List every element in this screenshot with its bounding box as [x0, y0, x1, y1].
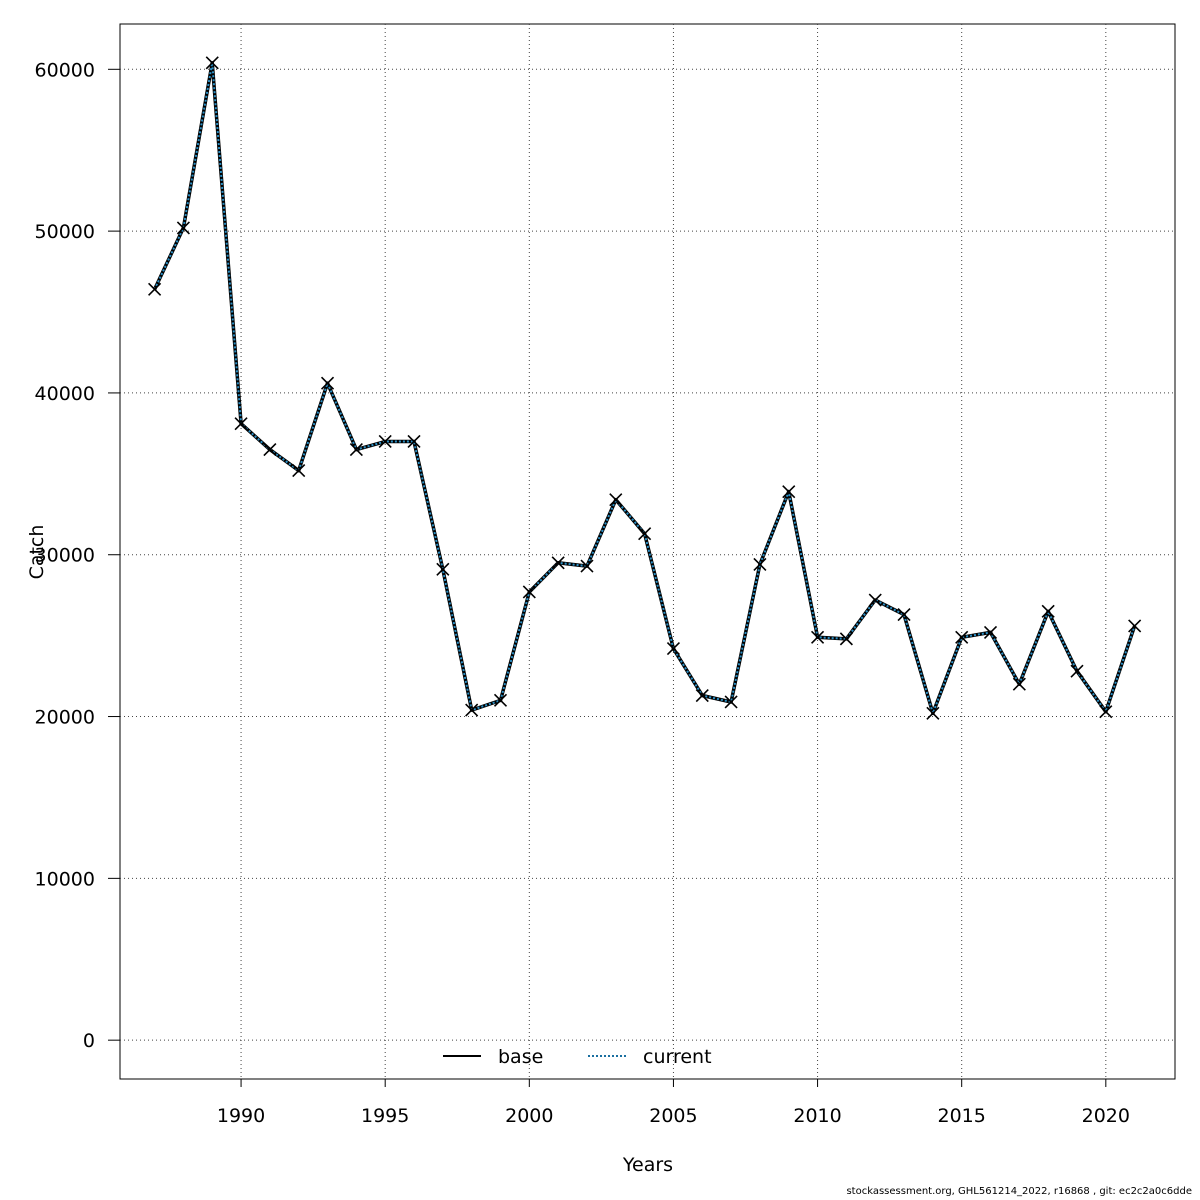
data-point-marker — [666, 642, 681, 656]
y-tick-label: 60000 — [35, 59, 95, 81]
data-point-marker — [436, 562, 450, 576]
data-point-marker — [897, 608, 911, 622]
data-point-marker — [782, 485, 796, 499]
data-point-marker — [955, 630, 969, 644]
x-tick-label: 1990 — [217, 1105, 265, 1127]
plot-frame — [119, 23, 1176, 1080]
data-point-marker — [263, 442, 277, 457]
data-point-marker — [1128, 619, 1142, 633]
data-point-marker — [320, 376, 335, 390]
data-point-marker — [1012, 677, 1026, 691]
x-tick-label: 2020 — [1082, 1105, 1130, 1127]
data-point-marker — [522, 585, 536, 599]
data-point-marker — [234, 417, 248, 431]
data-point-marker — [638, 527, 652, 541]
data-point-marker — [926, 706, 940, 720]
y-tick-label: 20000 — [35, 707, 95, 729]
data-point-marker — [465, 703, 479, 717]
series-line-base — [153, 61, 1137, 716]
x-tick-label: 2000 — [505, 1105, 553, 1127]
data-point-marker — [176, 221, 190, 235]
y-tick-label: 10000 — [35, 868, 95, 890]
data-point-marker — [839, 632, 853, 646]
data-point-marker — [811, 630, 825, 644]
x-tick-label: 2010 — [793, 1105, 841, 1127]
data-point-marker — [753, 557, 767, 572]
data-point-marker — [292, 464, 306, 478]
data-point-marker — [205, 56, 219, 70]
data-point-marker — [983, 625, 998, 639]
y-tick-label: 30000 — [35, 545, 95, 567]
data-point-marker — [695, 688, 709, 703]
data-point-marker — [609, 493, 623, 507]
data-point-marker — [868, 593, 882, 607]
data-point-marker — [551, 556, 565, 570]
data-point-marker — [493, 693, 508, 707]
y-axis-title: Catch — [26, 525, 48, 580]
data-point-marker — [378, 434, 392, 449]
y-tick-label: 50000 — [35, 221, 95, 243]
data-point-marker — [1099, 705, 1113, 719]
data-point-marker — [1070, 664, 1084, 678]
data-point-marker — [1041, 604, 1055, 618]
data-point-marker — [580, 559, 594, 573]
axes: 1990 1995 2000 2005 2010 2015 2020 0 10000 20000 3… — [35, 59, 1130, 1127]
data-point-marker — [724, 695, 738, 709]
x-tick-label: 2015 — [938, 1105, 986, 1127]
data-point-marker — [148, 282, 162, 296]
series-line-current — [153, 61, 1136, 715]
legend-label-current: current — [643, 1046, 712, 1068]
x-tick-label: 2005 — [649, 1105, 697, 1127]
data-point-marker — [349, 442, 363, 457]
legend-label-base: base — [498, 1046, 543, 1068]
x-axis-title: Years — [622, 1154, 673, 1176]
footer-credit: stockassessment.org, GHL561214_2022, r16… — [846, 1186, 1192, 1197]
legend: base current — [443, 1046, 712, 1068]
data-point-marker — [407, 434, 421, 449]
y-tick-label: 40000 — [35, 383, 95, 405]
series — [148, 56, 1142, 720]
x-tick-label: 1995 — [361, 1105, 409, 1127]
y-tick-label: 0 — [83, 1030, 95, 1052]
